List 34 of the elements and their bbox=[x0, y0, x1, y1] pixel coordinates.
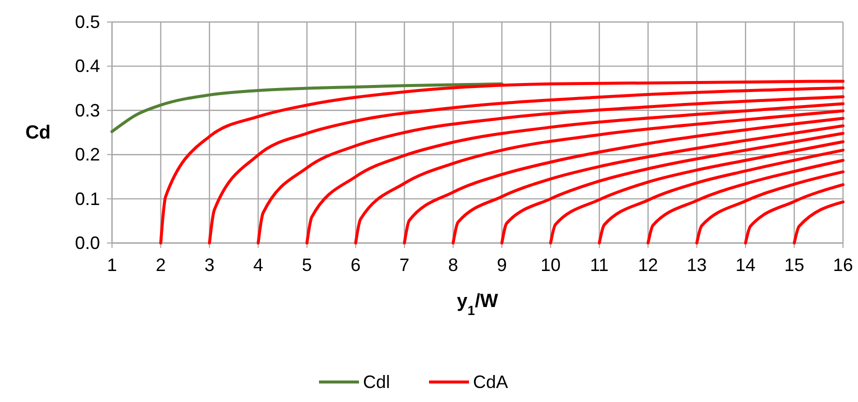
y-tick-label: 0.5 bbox=[74, 12, 100, 32]
line-series bbox=[110, 82, 504, 134]
y-tick-label: 0.3 bbox=[74, 100, 100, 120]
line-series bbox=[452, 124, 844, 244]
line-series bbox=[549, 140, 844, 244]
line-series bbox=[744, 183, 844, 244]
line-series bbox=[598, 148, 844, 244]
y-tick-label: 0.4 bbox=[74, 56, 100, 76]
x-tick-label: 6 bbox=[350, 255, 361, 275]
line-series bbox=[695, 170, 844, 244]
x-tick-label: 16 bbox=[832, 255, 854, 275]
x-tick-label: 9 bbox=[496, 255, 507, 275]
x-tick-label: 3 bbox=[204, 255, 214, 275]
legend-label: Cdl bbox=[363, 372, 390, 392]
x-tick-label: 5 bbox=[302, 255, 312, 275]
y-tick-label: 0.1 bbox=[74, 188, 100, 209]
x-tick-label: 1 bbox=[106, 255, 118, 275]
x-tick-label: 4 bbox=[253, 255, 264, 275]
x-tick-label: 15 bbox=[784, 255, 804, 275]
line-series bbox=[500, 132, 844, 244]
x-tick-label: 2 bbox=[156, 255, 166, 275]
x-tick-label: 7 bbox=[399, 255, 410, 275]
x-axis-title: y$_{1}$/W bbox=[456, 291, 498, 318]
x-tick-label: 10 bbox=[540, 255, 561, 275]
x-tick-label: 13 bbox=[686, 255, 707, 275]
x-tick-label: 8 bbox=[448, 255, 458, 275]
line-series bbox=[646, 158, 844, 244]
x-tick-label: 14 bbox=[736, 255, 756, 275]
x-tick-label: 11 bbox=[590, 255, 609, 275]
y-tick-label: 0.0 bbox=[74, 233, 100, 253]
x-tick-label: 12 bbox=[638, 255, 658, 275]
y-axis-title: Cd bbox=[25, 122, 51, 144]
y-tick-label: 0.2 bbox=[74, 144, 100, 165]
legend-label: CdA bbox=[473, 372, 508, 392]
